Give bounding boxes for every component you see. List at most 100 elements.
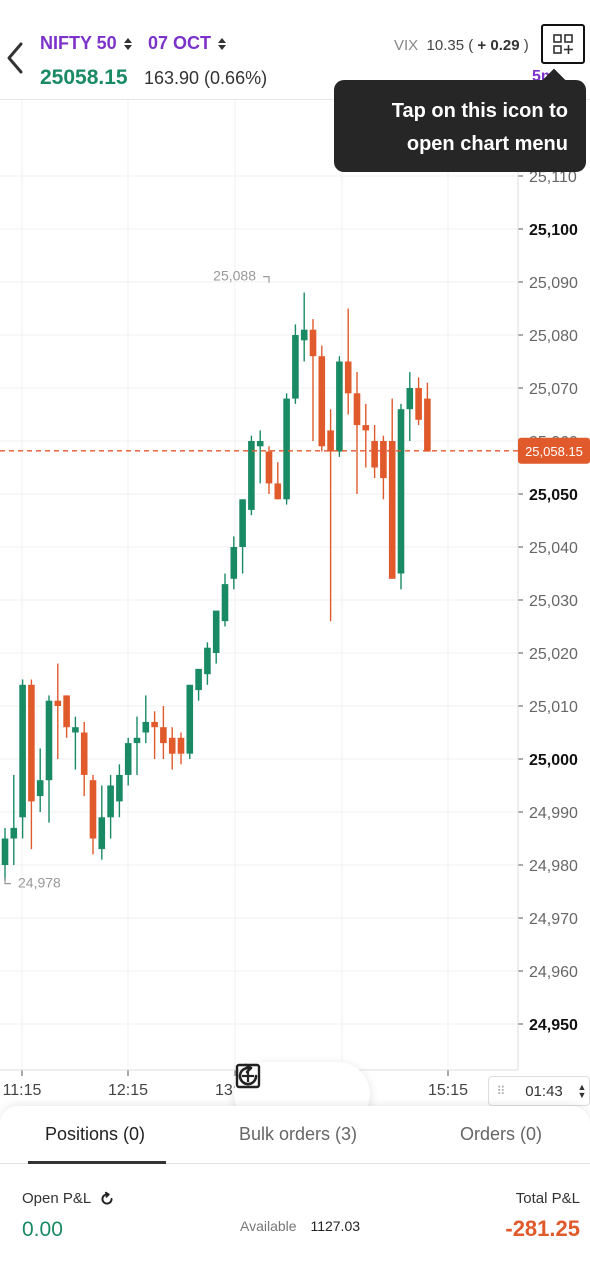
candle-body [80, 732, 88, 775]
candle-body [168, 737, 176, 754]
candle-body [397, 409, 405, 574]
vix-paren-close: ) [523, 37, 529, 54]
open-pl-label: Open P&L [22, 1190, 92, 1207]
candle-body [124, 743, 132, 775]
back-button[interactable] [4, 40, 28, 80]
stepper-icon[interactable]: ▲ ▼ [577, 1082, 587, 1100]
available-value: 1127.03 [310, 1218, 361, 1234]
candle-body [98, 817, 106, 850]
y-tick-label: 24,990 [529, 805, 578, 822]
vix-paren-open: ( [468, 37, 474, 54]
grid-add-icon [553, 34, 573, 54]
candle-body [204, 647, 211, 675]
candle-body [256, 441, 264, 447]
candle-body [151, 721, 158, 728]
candle-body [160, 727, 167, 744]
candle-body [406, 388, 414, 410]
candle-body [344, 361, 352, 394]
candle-body [327, 430, 334, 452]
candle-body [353, 393, 361, 426]
candle-body [54, 700, 62, 706]
price-change: 163.90 (0.66%) [144, 68, 268, 88]
y-tick-label: 25,090 [529, 275, 578, 292]
candle-body [371, 441, 378, 468]
y-tick-label: 25,110 [529, 169, 577, 186]
high-annotation: 25,088 [213, 268, 256, 284]
candle-body [221, 584, 229, 622]
candle-body [230, 547, 238, 579]
candle-body [274, 483, 282, 500]
candlestick-chart[interactable]: 25,11025,10025,09025,08025,07025,06025,0… [0, 100, 590, 1105]
x-tick-label: 12:15 [108, 1082, 148, 1099]
y-tick-label: 25,050 [529, 487, 578, 504]
chart-menu-button[interactable] [541, 24, 585, 64]
high-marker [263, 276, 270, 283]
vix-readout: VIX 10.35 ( + 0.29 ) [394, 37, 529, 54]
y-tick-label: 24,960 [529, 964, 578, 981]
bottom-panel: Positions (0) Bulk orders (3) Orders (0)… [0, 1106, 590, 1270]
candle-body [336, 361, 343, 452]
y-tick-label: 24,950 [529, 1017, 578, 1034]
y-tick-label: 25,100 [529, 222, 578, 239]
tab-bulk-orders[interactable]: Bulk orders (3) [239, 1124, 358, 1144]
candle-body [318, 356, 326, 447]
chart-menu-tooltip: Tap on this icon to open chart menu [334, 80, 586, 172]
sort-caret-icon [123, 37, 132, 50]
y-tick-label: 25,010 [529, 699, 578, 716]
time-value: 01:43 [525, 1082, 563, 1100]
candle-body [107, 785, 114, 818]
expiry-label: 07 OCT [148, 33, 212, 53]
tab-bar: Positions (0) Bulk orders (3) Orders (0) [0, 1106, 590, 1164]
total-pl-value: -281.25 [505, 1216, 580, 1241]
y-tick-label: 25,000 [529, 752, 578, 769]
ltp-price: 25058.15 [40, 66, 128, 89]
y-tick-label: 24,980 [529, 858, 578, 875]
vix-value: 10.35 [426, 37, 465, 54]
candle-body [28, 684, 35, 802]
y-tick-label: 24,970 [529, 911, 578, 928]
candle-body [424, 398, 431, 452]
refresh-icon[interactable] [99, 1191, 115, 1207]
candle-body [292, 335, 299, 399]
expiry-selector[interactable]: 07 OCT [148, 33, 227, 54]
candle-body [388, 441, 396, 579]
candle-body [116, 774, 123, 802]
tooltip-line-2: open chart menu [406, 133, 568, 155]
candle-body [248, 441, 255, 510]
candle-body [239, 499, 246, 547]
candle-body [72, 727, 79, 733]
y-tick-label: 25,040 [529, 540, 578, 557]
candle-body [309, 329, 317, 357]
x-tick-label: 15:15 [428, 1082, 468, 1099]
price-chart[interactable]: 25,11025,10025,09025,08025,07025,06025,0… [0, 100, 590, 1126]
vix-label: VIX [394, 37, 419, 54]
candle-body [36, 780, 44, 797]
candle-body [89, 780, 97, 839]
chart-header: NIFTY 50 07 OCT 25058.15 163.90 (0.66%) … [0, 0, 590, 100]
tooltip-line-1: Tap on this icon to [391, 100, 568, 122]
y-tick-label: 25,030 [529, 593, 578, 610]
candle-body [283, 398, 290, 500]
tab-orders[interactable]: Orders (0) [460, 1124, 543, 1144]
symbol-selector[interactable]: NIFTY 50 [40, 33, 133, 54]
open-pl-label-group: Open P&L [22, 1190, 115, 1207]
tab-positions[interactable]: Positions (0) [45, 1124, 146, 1144]
candle-body [362, 425, 370, 431]
time-control[interactable]: ⠿ 01:43 ▲ ▼ [488, 1076, 590, 1106]
last-price-tag [518, 437, 590, 464]
drag-handle-icon[interactable]: ⠿ [496, 1084, 506, 1098]
candle-body [300, 329, 308, 341]
candle-body [142, 721, 150, 733]
symbol-label: NIFTY 50 [40, 33, 117, 53]
reset-chart-button[interactable] [238, 1063, 345, 1110]
active-tab-indicator [28, 1161, 166, 1164]
x-tick-label: 11:15 [3, 1082, 42, 1099]
candle-body [45, 700, 53, 781]
candle-body [380, 441, 387, 479]
y-tick-label: 25,080 [529, 328, 578, 345]
candle-body [186, 684, 194, 754]
candle-body [1, 838, 9, 865]
candle-body [177, 737, 185, 754]
low-marker [4, 877, 11, 885]
vix-change: + 0.29 [477, 37, 520, 54]
